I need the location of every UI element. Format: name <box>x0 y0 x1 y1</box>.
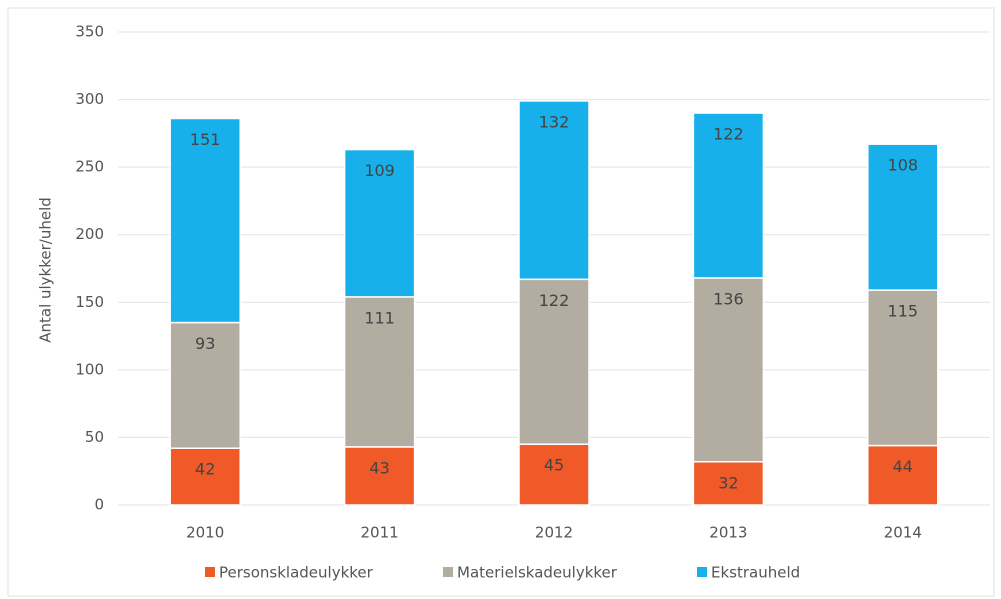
y-tick-label: 0 <box>94 496 104 514</box>
x-tick-label: 2013 <box>709 524 747 542</box>
y-axis-label: Antal ulykker/uheld <box>37 197 55 343</box>
value-label: 43 <box>369 458 389 477</box>
value-label: 108 <box>888 156 919 175</box>
value-label: 93 <box>195 334 215 353</box>
value-label: 122 <box>539 291 570 310</box>
legend-label: Personskladeulykker <box>219 564 374 582</box>
y-tick-label: 350 <box>75 23 104 41</box>
bar-segment <box>343 148 416 298</box>
bar-segment <box>692 461 765 506</box>
y-tick-label: 300 <box>75 90 104 108</box>
y-tick-label: 100 <box>75 360 104 378</box>
x-tick-label: 2010 <box>186 524 224 542</box>
value-label: 42 <box>195 460 215 479</box>
x-tick-label: 2012 <box>535 524 573 542</box>
bar-segment <box>867 444 939 506</box>
legend-swatch <box>697 567 707 577</box>
value-label: 132 <box>539 112 570 131</box>
bar-segment <box>518 278 590 445</box>
legend-swatch <box>205 567 215 577</box>
bar-segment <box>692 277 765 463</box>
value-label: 136 <box>713 289 744 308</box>
value-label: 44 <box>893 457 913 476</box>
bar-segment <box>518 100 590 281</box>
legend-label: Materielskadeulykker <box>457 564 618 582</box>
legend-label: Ekstrauheld <box>711 564 800 582</box>
y-tick-label: 50 <box>85 428 104 446</box>
value-label: 111 <box>364 308 395 327</box>
bar-segment <box>692 112 765 279</box>
value-label: 109 <box>364 161 395 180</box>
y-tick-label: 150 <box>75 293 104 311</box>
value-label: 115 <box>888 302 919 321</box>
x-tick-label: 2011 <box>361 524 399 542</box>
value-label: 122 <box>713 125 744 144</box>
y-tick-label: 200 <box>75 225 104 243</box>
x-tick-label: 2014 <box>884 524 922 542</box>
legend-swatch <box>443 567 453 577</box>
value-label: 151 <box>190 130 221 149</box>
bar-segment <box>518 443 590 506</box>
bar-segment <box>867 289 939 447</box>
bar-segment <box>169 447 241 506</box>
bar-segment <box>169 117 241 324</box>
value-label: 45 <box>544 456 564 475</box>
value-label: 32 <box>718 473 738 492</box>
y-tick-label: 250 <box>75 158 104 176</box>
bar-segment <box>867 143 939 291</box>
chart-border <box>7 7 995 597</box>
